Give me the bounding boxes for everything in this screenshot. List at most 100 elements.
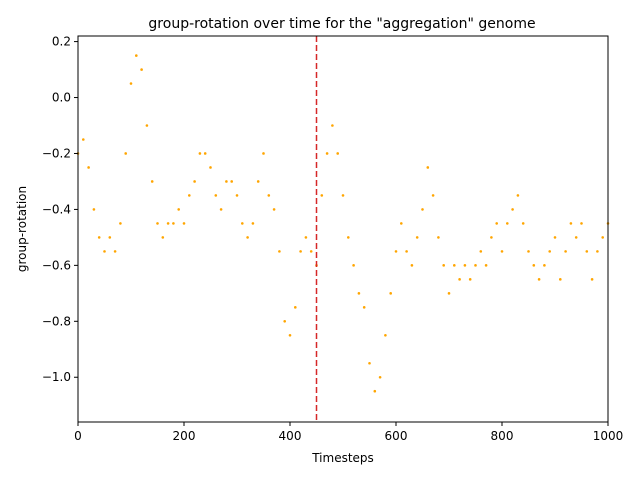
data-point — [320, 194, 324, 197]
chart-title: group-rotation over time for the "aggreg… — [148, 16, 535, 32]
data-point — [203, 152, 207, 155]
y-axis-label: group-rotation — [15, 186, 29, 272]
plot-area — [76, 36, 610, 422]
data-point — [198, 152, 202, 155]
data-point — [352, 264, 355, 267]
data-point — [458, 278, 461, 281]
data-point — [415, 236, 419, 239]
data-point — [214, 194, 218, 197]
data-point — [574, 236, 578, 239]
data-point — [479, 250, 483, 253]
x-tick-label: 400 — [279, 429, 302, 443]
data-point — [500, 250, 504, 253]
data-point — [140, 68, 143, 71]
data-point — [394, 250, 398, 253]
data-point — [442, 264, 446, 267]
y-tick-label: 0.0 — [52, 91, 71, 105]
data-point — [219, 208, 223, 211]
y-tick-label: −0.8 — [42, 314, 71, 328]
data-point — [468, 278, 472, 281]
data-point — [447, 292, 451, 295]
data-point — [543, 264, 546, 267]
data-point — [235, 194, 239, 197]
data-point — [463, 264, 467, 267]
data-point — [294, 306, 297, 309]
y-tick-label: −0.2 — [42, 146, 71, 160]
data-point — [580, 222, 583, 225]
data-point — [378, 375, 382, 379]
data-point — [527, 250, 530, 253]
data-point — [516, 194, 520, 197]
x-tick-label: 600 — [385, 429, 408, 443]
data-point — [585, 250, 589, 253]
data-point — [283, 320, 287, 323]
data-point — [405, 250, 408, 253]
data-point — [325, 152, 329, 155]
data-point — [304, 236, 308, 239]
y-tick-label: −0.6 — [42, 258, 71, 272]
data-point — [437, 236, 440, 239]
data-point — [559, 278, 562, 281]
data-point — [182, 222, 186, 225]
data-point — [384, 333, 387, 337]
data-point — [341, 194, 345, 197]
data-point — [532, 264, 536, 267]
data-point — [484, 264, 488, 267]
data-point — [474, 264, 477, 267]
data-point — [596, 250, 599, 253]
data-point — [278, 250, 281, 253]
data-point — [309, 250, 313, 253]
data-point — [506, 222, 509, 225]
data-point — [431, 194, 435, 197]
data-point — [193, 180, 196, 183]
data-point — [421, 208, 424, 211]
data-point — [256, 180, 260, 183]
data-point — [225, 180, 228, 183]
data-point — [400, 222, 403, 225]
data-point — [103, 250, 106, 253]
data-point — [331, 124, 334, 127]
data-point — [119, 222, 122, 225]
data-point — [389, 292, 393, 295]
data-point — [97, 236, 101, 239]
data-point — [601, 236, 604, 239]
data-point — [362, 306, 366, 309]
data-point — [262, 152, 265, 155]
data-point — [166, 222, 170, 225]
data-point — [172, 222, 175, 225]
x-tick-label: 0 — [74, 429, 82, 443]
y-tick-label: −1.0 — [42, 370, 71, 384]
axes-frame — [77, 35, 609, 423]
data-point — [230, 180, 233, 183]
data-point — [92, 208, 96, 211]
data-point — [590, 278, 594, 281]
data-point — [145, 124, 149, 127]
data-point — [373, 389, 377, 393]
data-point — [177, 208, 180, 211]
x-tick-label: 1000 — [593, 429, 624, 443]
data-point — [426, 166, 430, 169]
data-point — [368, 361, 371, 365]
data-point — [129, 82, 133, 85]
data-point — [272, 208, 276, 211]
y-tick-label: −0.4 — [42, 202, 71, 216]
x-tick-label: 800 — [491, 429, 514, 443]
data-point — [410, 264, 414, 267]
data-point — [495, 222, 499, 225]
data-point — [209, 166, 212, 169]
data-point — [135, 54, 138, 57]
data-point — [113, 250, 117, 253]
data-point — [267, 194, 271, 197]
data-point — [150, 180, 154, 183]
data-point — [161, 236, 165, 239]
data-point — [564, 250, 567, 253]
data-point — [156, 222, 159, 225]
data-point — [251, 222, 255, 225]
data-point — [87, 166, 90, 169]
data-point — [511, 208, 514, 211]
data-point — [241, 222, 244, 225]
data-point — [299, 250, 302, 253]
data-point — [453, 264, 456, 267]
